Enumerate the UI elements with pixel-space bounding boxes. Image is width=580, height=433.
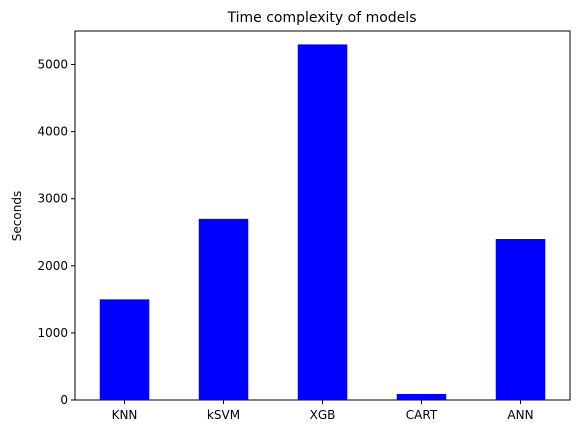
x-tick-label: KNN	[112, 408, 138, 422]
y-tick-label: 0	[60, 393, 68, 407]
x-tick-label: ANN	[507, 408, 533, 422]
bar-ksvm	[198, 218, 249, 400]
x-axis-ticks: KNN kSVM XGB CART ANN	[112, 400, 534, 422]
y-axis-label: Seconds	[10, 191, 24, 241]
bars-group	[99, 44, 546, 401]
x-tick-label: kSVM	[207, 408, 240, 422]
bar-knn	[99, 299, 150, 400]
y-tick-label: 2000	[37, 259, 68, 273]
x-tick-label: XGB	[310, 408, 336, 422]
y-tick-label: 1000	[37, 326, 68, 340]
y-axis-ticks: 0 1000 2000 3000 4000 5000	[37, 58, 75, 407]
y-tick-label: 5000	[37, 58, 68, 72]
bar-ann	[495, 238, 546, 400]
bar-cart	[396, 393, 447, 400]
chart-title: Time complexity of models	[227, 10, 417, 26]
y-tick-label: 4000	[37, 125, 68, 139]
y-tick-label: 3000	[37, 192, 68, 206]
x-tick-label: CART	[406, 408, 438, 422]
bar-xgb	[297, 44, 348, 401]
